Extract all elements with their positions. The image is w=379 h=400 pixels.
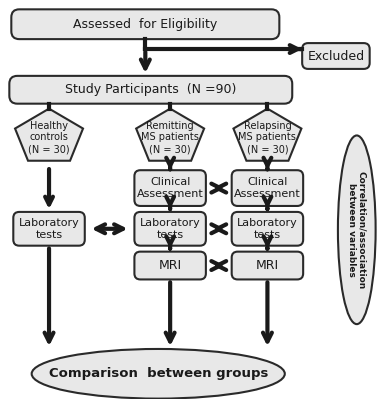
Text: Laboratory
tests: Laboratory tests [237,218,298,240]
FancyBboxPatch shape [135,212,206,246]
FancyBboxPatch shape [302,43,370,69]
Text: Study Participants  (N =90): Study Participants (N =90) [65,83,236,96]
Text: Relapsing
MS patients
(N = 30): Relapsing MS patients (N = 30) [238,121,296,154]
Text: Clinical
Assessment: Clinical Assessment [234,177,301,199]
Ellipse shape [32,349,285,399]
Ellipse shape [338,136,376,324]
Text: Laboratory
tests: Laboratory tests [140,218,200,240]
Text: Remitting
MS patients
(N = 30): Remitting MS patients (N = 30) [141,121,199,154]
FancyBboxPatch shape [232,252,303,280]
Text: Healthy
controls
(N = 30): Healthy controls (N = 30) [28,121,70,154]
FancyBboxPatch shape [13,212,85,246]
Text: Clinical
Assessment: Clinical Assessment [137,177,204,199]
Text: MRI: MRI [256,259,279,272]
Text: Comparison  between groups: Comparison between groups [49,367,268,380]
FancyBboxPatch shape [232,212,303,246]
Text: Correlation/association
between variables: Correlation/association between variable… [347,171,366,289]
Text: Excluded: Excluded [307,50,365,62]
Polygon shape [15,109,83,161]
FancyBboxPatch shape [135,252,206,280]
Polygon shape [136,109,204,161]
Text: MRI: MRI [158,259,182,272]
FancyBboxPatch shape [135,170,206,206]
FancyBboxPatch shape [232,170,303,206]
FancyBboxPatch shape [9,76,292,104]
Polygon shape [233,109,301,161]
Text: Laboratory
tests: Laboratory tests [19,218,80,240]
FancyBboxPatch shape [11,9,279,39]
Text: Assessed  for Eligibility: Assessed for Eligibility [73,18,218,31]
